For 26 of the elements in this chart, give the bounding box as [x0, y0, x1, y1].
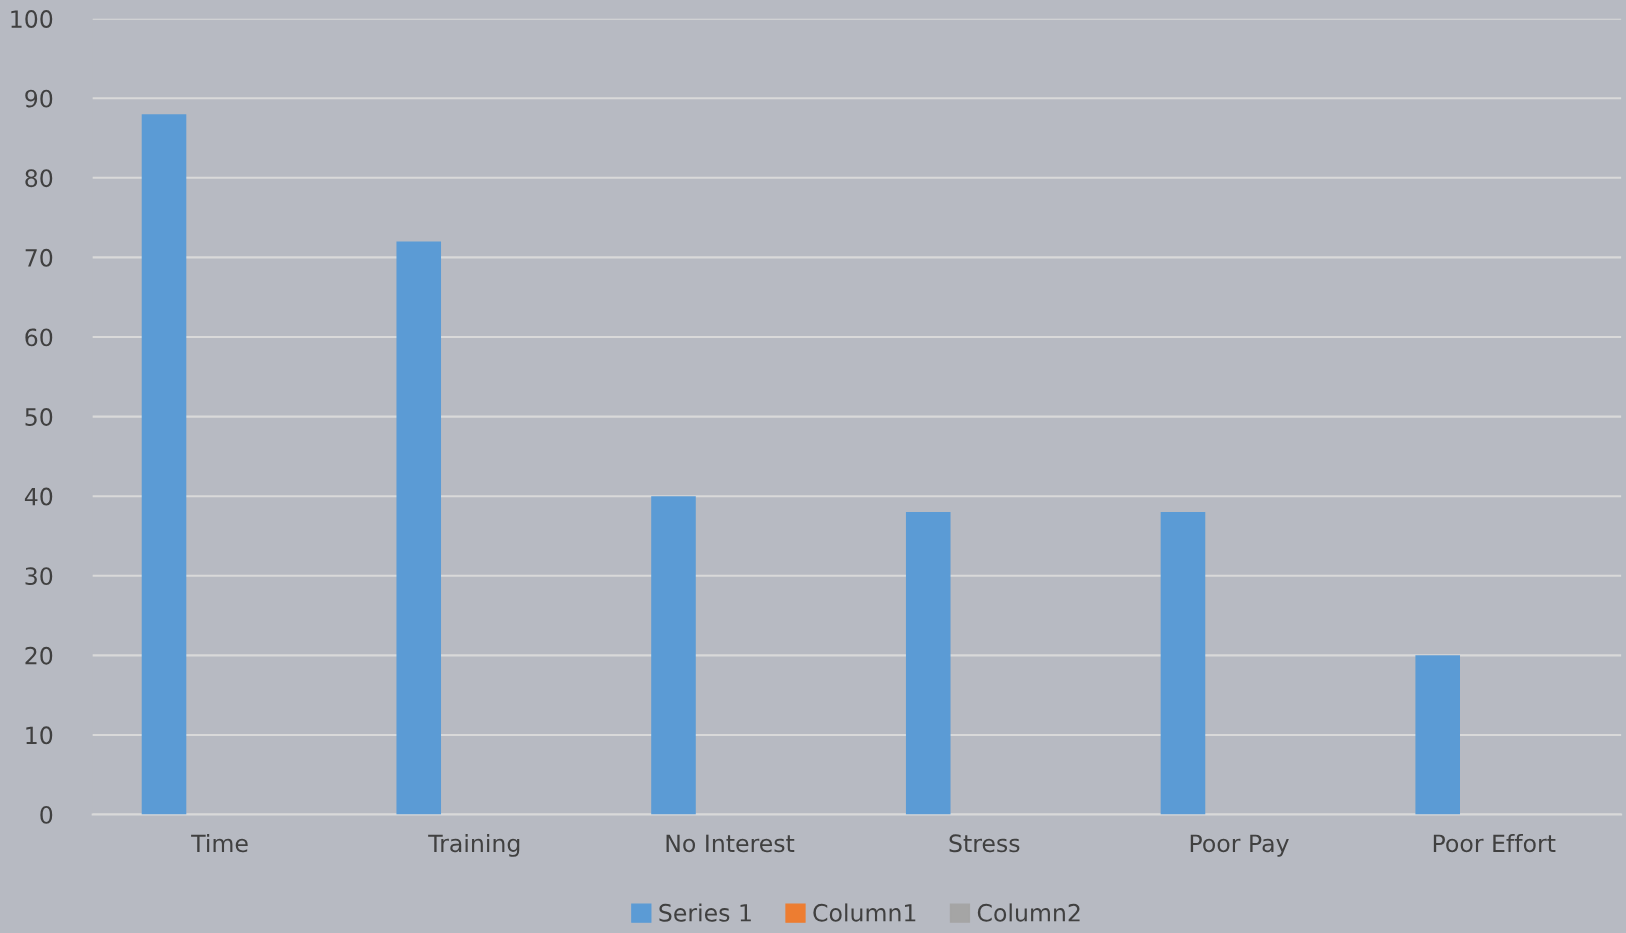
legend-label: Column2: [977, 903, 1080, 922]
legend-label: Column1: [813, 903, 916, 922]
bar: [651, 496, 696, 815]
bar: [141, 114, 187, 815]
x-tick-label: Training: [428, 833, 520, 857]
bar: [1160, 512, 1206, 815]
x-tick-label: Poor Effort: [1433, 833, 1556, 853]
y-tick-label: 10: [26, 726, 53, 745]
bar: [1415, 655, 1460, 815]
bar: [396, 241, 442, 815]
y-tick-label: 40: [24, 487, 53, 506]
y-tick-label: 100: [11, 10, 53, 28]
x-tick-label: Stress: [949, 834, 1020, 853]
legend-label: Series 1: [659, 903, 751, 922]
x-tick-label: Time: [191, 833, 248, 853]
y-tick-label: 80: [25, 169, 53, 188]
y-tick-label: 0: [40, 805, 53, 824]
x-tick-label: No Interest: [666, 834, 795, 853]
y-tick-label: 60: [25, 328, 53, 347]
y-tick-label: 50: [25, 408, 53, 426]
y-tick-label: 30: [25, 567, 53, 586]
x-tick-label: Poor Pay: [1190, 834, 1289, 857]
y-tick-label: 20: [25, 646, 53, 665]
bar: [905, 512, 951, 815]
y-tick-label: 70: [25, 248, 53, 267]
y-tick-label: 90: [25, 89, 53, 108]
